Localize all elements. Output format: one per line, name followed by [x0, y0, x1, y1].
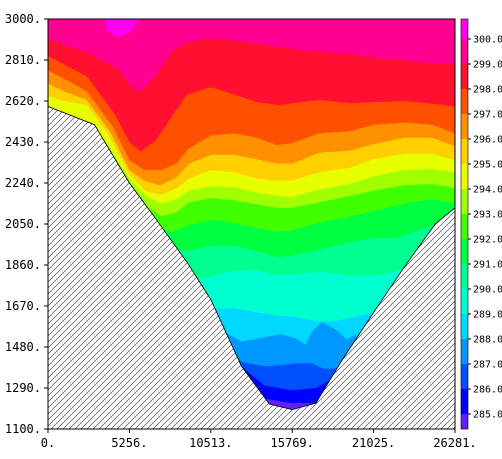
colorbar-segment — [461, 114, 468, 139]
y-tick-label: 1860. — [5, 258, 41, 272]
colorbar-segment — [461, 164, 468, 189]
colorbar-tick-label: 294.0 — [473, 185, 502, 196]
x-tick-label: 15769. — [271, 436, 314, 450]
colorbar-tick-label: 297.0 — [473, 110, 502, 121]
colorbar-segment — [461, 64, 468, 89]
colorbar-segment — [461, 314, 468, 339]
x-tick-label: 0. — [41, 436, 55, 450]
colorbar-tick-label: 300.0 — [473, 35, 502, 46]
colorbar-segment — [461, 389, 468, 414]
colorbar-tick-label: 299.0 — [473, 60, 502, 71]
y-tick-label: 2810. — [5, 53, 41, 67]
terrain-hatched-area — [48, 105, 455, 429]
y-tick-label: 1670. — [5, 299, 41, 313]
colorbar — [460, 18, 469, 430]
y-tick-label: 2430. — [5, 135, 41, 149]
colorbar-segment — [461, 289, 468, 314]
colorbar-tick-label: 298.0 — [473, 85, 502, 96]
colorbar-segment — [461, 139, 468, 164]
x-tick-label: 10513. — [189, 436, 232, 450]
y-tick-label: 1480. — [5, 340, 41, 354]
colorbar-segment — [461, 214, 468, 239]
colorbar-tick-label: 286.0 — [473, 385, 502, 396]
colorbar-tick-label: 290.0 — [473, 285, 502, 296]
colorbar-segment — [461, 189, 468, 214]
y-tick-label: 2050. — [5, 217, 41, 231]
colorbar-frame — [460, 18, 469, 430]
y-tick-label: 1100. — [5, 422, 41, 436]
colorbar-segment — [461, 414, 468, 429]
colorbar-tick-label: 288.0 — [473, 335, 502, 346]
colorbar-tick-label: 292.0 — [473, 235, 502, 246]
contour-band-300.3 — [103, 19, 140, 38]
plot-area — [48, 19, 455, 429]
y-tick-label: 3000. — [5, 12, 41, 26]
colorbar-segment — [461, 339, 468, 364]
colorbar-segment — [461, 239, 468, 264]
colorbar-segment — [461, 39, 468, 64]
colorbar-tick-label: 285.0 — [473, 410, 502, 421]
colorbar-tick-label: 291.0 — [473, 260, 502, 271]
colorbar-tick-label: 293.0 — [473, 210, 502, 221]
x-tick-label: 26281. — [433, 436, 476, 450]
colorbar-segment — [461, 264, 468, 289]
colorbar-segment — [461, 364, 468, 389]
colorbar-segment — [461, 19, 468, 39]
colorbar-tick-label: 289.0 — [473, 310, 502, 321]
y-axis: 1100. 1290. 1480. 1670. 1860. 2050. 2240. 2430.… — [5, 12, 48, 436]
x-tick-label: 5256. — [111, 436, 147, 450]
y-tick-label: 2240. — [5, 176, 41, 190]
x-axis: 0. 5256. 10513. 15769. 21025. 26281. — [41, 429, 477, 450]
y-tick-label: 1290. — [5, 381, 41, 395]
colorbar-tick-label: 295.0 — [473, 160, 502, 171]
colorbar-segment — [461, 89, 468, 114]
colorbar-axis: 285.0 286.0 287.0 288.0 289.0 290.0 291.0 292.0… — [468, 35, 502, 421]
colorbar-tick-label: 296.0 — [473, 135, 502, 146]
x-tick-label: 21025. — [352, 436, 395, 450]
colorbar-tick-label: 287.0 — [473, 360, 502, 371]
y-tick-label: 2620. — [5, 94, 41, 108]
